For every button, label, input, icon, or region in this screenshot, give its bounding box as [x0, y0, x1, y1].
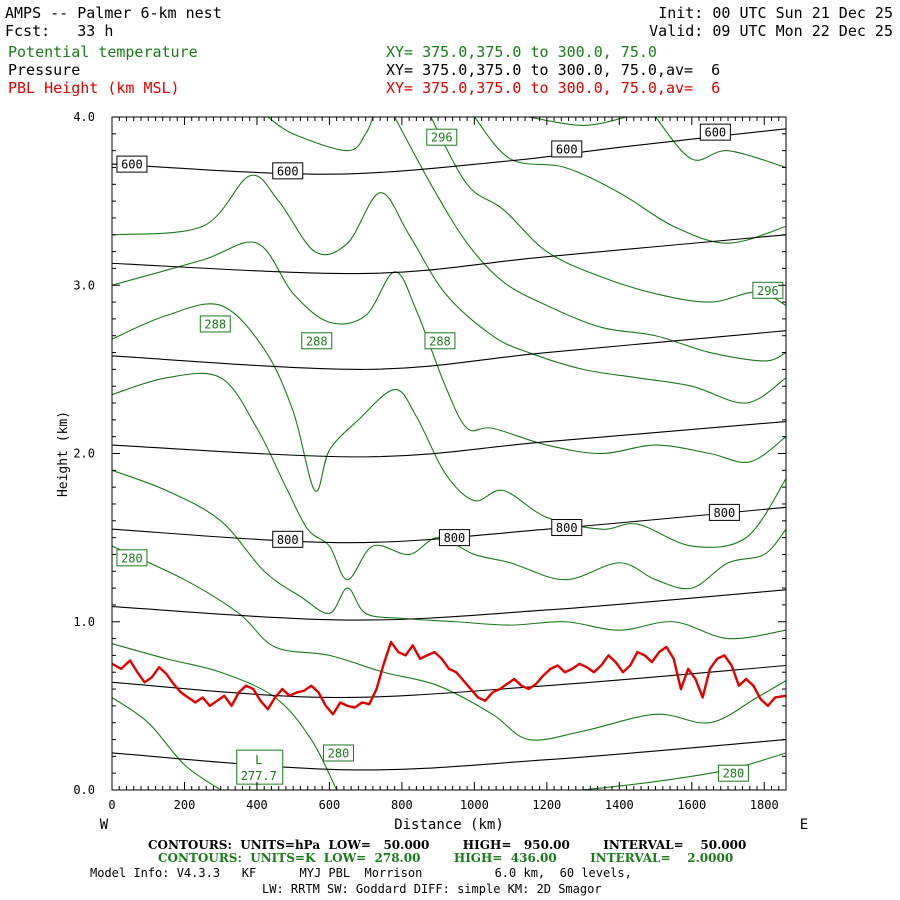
- theta-label-1: 296: [752, 281, 784, 299]
- theta-contours: [112, 117, 786, 790]
- theta-label-7-text: 280: [723, 767, 745, 781]
- theta-label-1-text: 296: [757, 284, 779, 298]
- theta-label-6-text: 280: [328, 746, 350, 760]
- theta-label-4: 288: [424, 332, 456, 350]
- pressure-label-5-text: 800: [444, 531, 466, 545]
- pressure-label-2: 600: [551, 140, 583, 158]
- pressure-contour-1: [112, 234, 786, 275]
- west-label: W: [100, 817, 109, 833]
- x-tick-label-7: 1400: [605, 798, 634, 812]
- low-marker-letter: L: [255, 753, 262, 767]
- y-tick-label-0: 0.0: [73, 783, 95, 797]
- pressure-label-2-text: 600: [556, 142, 578, 156]
- theta-contour-0: [112, 697, 222, 790]
- pbl-height-series: [112, 640, 786, 716]
- pressure-label-6: 800: [551, 519, 583, 537]
- field-theta-name: Potential temperature: [8, 43, 198, 61]
- y-tick-label-1: 1.0: [73, 615, 95, 629]
- theta-label-5: 280: [116, 549, 148, 567]
- pressure-contour-3: [112, 420, 786, 458]
- pressure-label-7: 800: [708, 503, 740, 521]
- forecast-hour: Fcst: 33 h: [5, 22, 114, 40]
- x-tick-label-0: 0: [108, 798, 115, 812]
- theta-contour-2: [112, 545, 786, 741]
- theta-contour-11: [473, 117, 786, 244]
- theta-contour-9: [394, 117, 786, 362]
- theta-label-3: 288: [301, 332, 333, 350]
- y-tick-label-3: 3.0: [73, 278, 95, 292]
- axes: 0 200 400 600 800 1000 1200 1400 1600 1800 0.0 1.0 2…: [73, 110, 787, 812]
- x-tick-label-3: 600: [319, 798, 341, 812]
- x-tick-label-5: 1000: [460, 798, 489, 812]
- theta-contour-3: [112, 469, 786, 640]
- pressure-contour-7: [112, 738, 786, 771]
- field-pressure-name: Pressure: [8, 61, 81, 79]
- plot-frame: [111, 116, 787, 791]
- y-tick-label-2: 2.0: [73, 447, 95, 461]
- theta-label-0-text: 296: [431, 131, 453, 145]
- theta-contour-13: [655, 117, 786, 169]
- field-pressure-xy: XY= 375.0,375.0 to 300.0, 75.0,av= 6: [386, 61, 721, 79]
- init-time: Init: 00 UTC Sun 21 Dec 25: [658, 4, 893, 22]
- pressure-contours: [112, 128, 786, 771]
- x-tick-label-8: 1600: [677, 798, 706, 812]
- pbl-height-line: [112, 640, 786, 716]
- pressure-label-6-text: 800: [556, 521, 578, 535]
- footer-physics-info: LW: RRTM SW: Goddard DIFF: simple KM: 2D…: [262, 882, 602, 896]
- chart-title: AMPS -- Palmer 6-km nest: [5, 4, 222, 22]
- pressure-contour-2: [112, 330, 786, 370]
- field-pbl-xy: XY= 375.0,375.0 to 300.0, 75.0,av= 6: [386, 79, 721, 97]
- theta-contour-1: [112, 643, 338, 790]
- x-tick-label-4: 800: [391, 798, 413, 812]
- pressure-label-4: 800: [272, 530, 304, 548]
- x-tick-label-1: 200: [174, 798, 196, 812]
- pressure-label-5: 800: [438, 529, 470, 547]
- x-tick-label-9: 1800: [750, 798, 779, 812]
- x-tick-label-2: 400: [246, 798, 268, 812]
- y-tick-label-4: 4.0: [73, 110, 95, 124]
- theta-label-4-text: 288: [429, 334, 451, 348]
- theta-label-2-text: 288: [204, 317, 226, 331]
- pressure-label-3: 600: [699, 123, 731, 141]
- x-axis-label: Distance (km): [394, 817, 504, 833]
- theta-label-3-text: 288: [306, 334, 328, 348]
- theta-contour-12: [528, 117, 627, 126]
- footer-pressure-contours: CONTOURS: UNITS=hPa LOW= 50.000 HIGH= 95…: [148, 838, 747, 852]
- footer-model-info: Model Info: V4.3.3 KF MYJ PBL Morrison 6…: [90, 866, 632, 880]
- low-marker: L 277.7: [236, 749, 284, 785]
- contour-labels: 600 600 600 600 800 800 800 800 296 296 288 288 288 2…: [116, 123, 784, 785]
- pressure-label-1: 600: [272, 162, 304, 180]
- theta-contour-5: [112, 303, 786, 548]
- theta-contour-7: [112, 174, 786, 404]
- pressure-contour-5: [112, 589, 786, 621]
- pressure-label-0-text: 600: [121, 158, 143, 172]
- theta-contour-6: [112, 241, 786, 464]
- theta-contour-14: [583, 752, 786, 790]
- pressure-label-7-text: 800: [714, 506, 736, 520]
- x-tick-label-6: 1200: [532, 798, 561, 812]
- pressure-contour-0: [112, 128, 786, 175]
- low-marker-value: 277.7: [241, 769, 277, 783]
- east-label: E: [800, 817, 808, 833]
- theta-label-5-text: 280: [121, 551, 143, 565]
- theta-label-6: 280: [322, 744, 354, 762]
- field-pbl-name: PBL Height (km MSL): [8, 79, 180, 97]
- pressure-label-1-text: 600: [277, 164, 299, 178]
- theta-contour-8: [267, 117, 374, 152]
- theta-label-7: 280: [717, 764, 749, 782]
- theta-contour-4: [112, 372, 786, 590]
- theta-label-2: 288: [199, 315, 231, 333]
- pressure-label-3-text: 600: [704, 126, 726, 140]
- theta-label-0: 296: [426, 128, 458, 146]
- valid-time: Valid: 09 UTC Mon 22 Dec 25: [649, 22, 893, 40]
- theta-contour-10: [430, 117, 786, 306]
- cross-section-chart: 600 600 600 600 800 800 800 800 296 296 288 288 288 2…: [56, 110, 808, 833]
- footer-theta-contours: CONTOURS: UNITS=K LOW= 278.00 HIGH= 436.…: [158, 851, 734, 865]
- pressure-label-0: 600: [116, 155, 148, 173]
- y-axis-label: Height (km): [56, 411, 71, 497]
- pressure-label-4-text: 800: [277, 533, 299, 547]
- field-theta-xy: XY= 375.0,375.0 to 300.0, 75.0: [386, 43, 657, 61]
